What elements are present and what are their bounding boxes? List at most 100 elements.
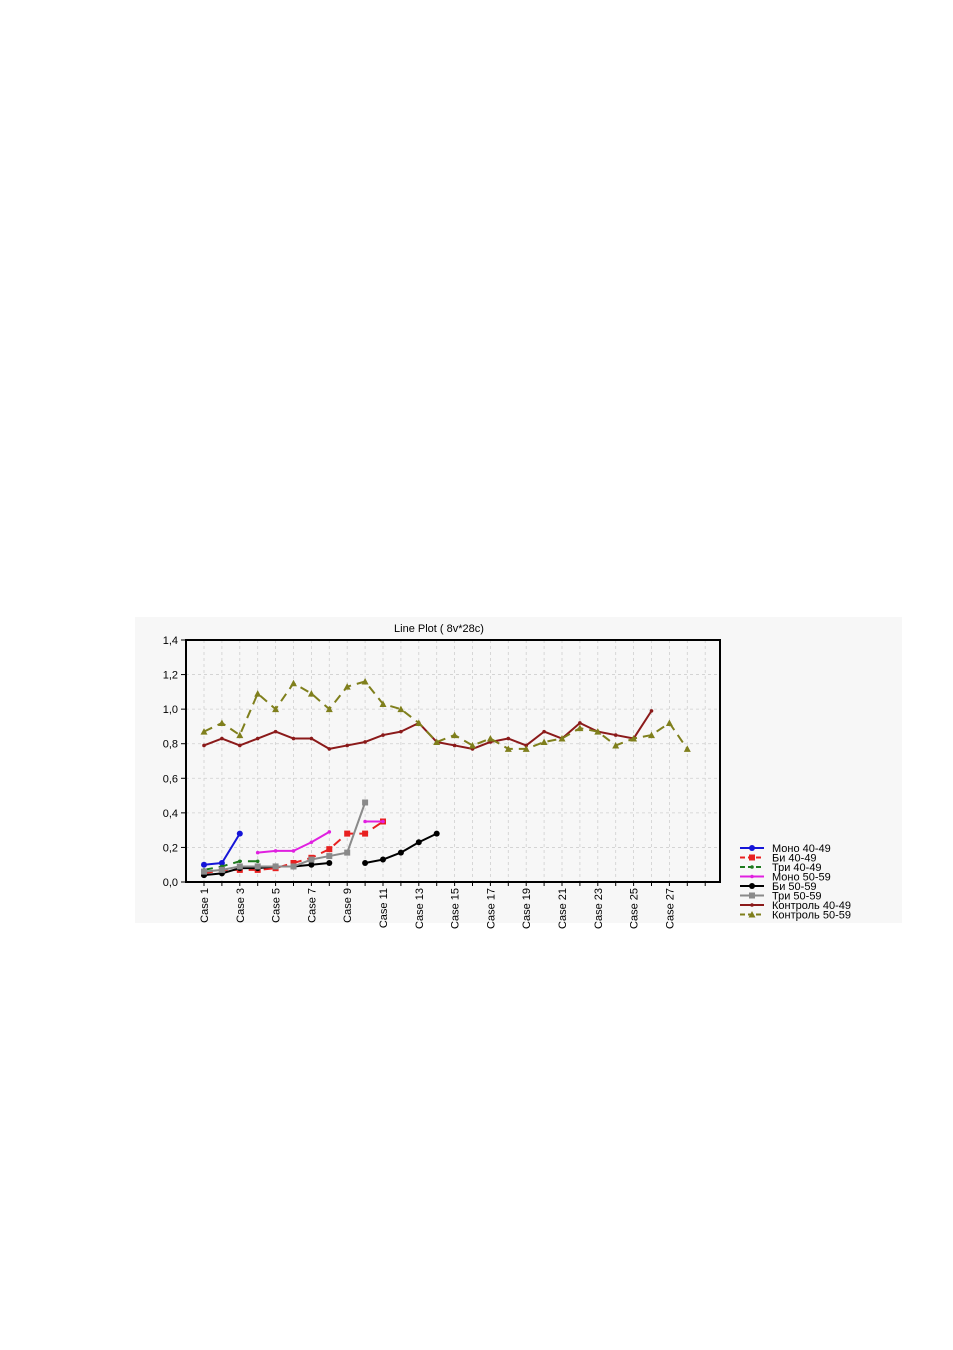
series-marker	[326, 859, 333, 866]
series-marker	[272, 863, 279, 870]
series-marker	[613, 733, 618, 737]
series-marker	[255, 736, 260, 741]
x-tick-label: Case 3	[235, 888, 247, 923]
legend-label: Би 40-49	[772, 853, 817, 865]
series-marker	[238, 743, 242, 748]
series-marker	[218, 866, 225, 873]
legend-label: Контроль 50-59	[772, 910, 851, 922]
series-group	[201, 799, 369, 875]
legend-label: Три 50-59	[772, 891, 822, 903]
series-marker	[309, 840, 314, 845]
series-marker	[291, 736, 296, 741]
y-tick-label: 0,4	[163, 808, 178, 820]
series-marker	[542, 729, 546, 734]
series-marker	[649, 709, 654, 713]
series-marker	[344, 849, 351, 856]
series-marker	[361, 677, 369, 685]
series-marker	[399, 729, 403, 734]
series-marker	[255, 850, 260, 855]
series-marker	[397, 849, 404, 856]
series-marker	[343, 683, 351, 690]
series-marker	[750, 865, 754, 869]
series-marker	[540, 738, 548, 745]
series-marker	[326, 846, 333, 853]
series-marker	[201, 868, 207, 875]
series-marker	[433, 738, 441, 745]
series-marker	[749, 892, 755, 899]
series-marker	[238, 859, 242, 864]
grid-lines	[186, 640, 720, 882]
series-marker	[362, 799, 369, 806]
series-line	[203, 802, 367, 873]
x-tick-label: Case 1	[199, 888, 211, 923]
series-marker	[630, 735, 638, 742]
series-marker	[363, 740, 367, 744]
x-tick-label: Case 25	[629, 888, 641, 929]
series-marker	[506, 736, 511, 741]
series-marker	[749, 845, 755, 851]
series-marker	[750, 874, 754, 879]
series-marker	[381, 733, 385, 737]
series-marker	[290, 863, 297, 870]
chart-title: Line Plot ( 8v*28c)	[394, 623, 484, 635]
series-group	[200, 677, 691, 752]
x-tick-label: Case 7	[306, 888, 318, 923]
series-marker	[255, 859, 260, 864]
legend-label: Моно 50-59	[772, 872, 831, 884]
series-marker	[290, 859, 297, 866]
series-marker	[665, 719, 673, 726]
series-marker	[504, 745, 512, 752]
series-marker	[362, 859, 369, 866]
series-marker	[220, 736, 224, 741]
series-marker	[451, 731, 459, 739]
axes: 0,0 0,2 0,4 0,6 0,8 1,0 1,2 1,4 Case 1 Case 3 Case…	[163, 635, 706, 929]
series-marker	[290, 679, 297, 687]
series-marker	[344, 830, 351, 837]
series-marker	[236, 830, 243, 837]
series-marker	[750, 903, 754, 907]
series-marker	[748, 911, 756, 918]
series-marker	[415, 719, 423, 726]
series-marker	[218, 859, 225, 866]
series-marker	[345, 743, 350, 748]
series-marker	[200, 728, 208, 735]
x-tick-label: Case 11	[378, 888, 390, 928]
y-tick-label: 0,2	[163, 842, 178, 854]
series-marker	[452, 743, 457, 748]
chart-panel-background	[135, 617, 902, 923]
series-marker	[327, 747, 332, 751]
series-marker	[612, 741, 620, 749]
series-marker	[325, 705, 333, 713]
series-marker	[397, 705, 405, 713]
series-marker	[433, 830, 440, 837]
series-marker	[362, 830, 369, 837]
y-tick-label: 0,6	[163, 773, 178, 785]
legend-label: Контроль 40-49	[772, 900, 851, 912]
series-marker	[273, 729, 278, 734]
series-marker	[578, 721, 582, 725]
series-marker	[683, 745, 691, 752]
series-marker	[201, 861, 207, 868]
series-marker	[291, 849, 296, 853]
series-marker	[594, 728, 602, 735]
series-marker	[469, 741, 476, 749]
series-group	[255, 819, 385, 855]
series-line	[203, 680, 689, 750]
x-tick-label: Case 21	[557, 888, 569, 929]
legend-label: Моно 40-49	[772, 843, 831, 855]
series-marker	[254, 690, 262, 697]
y-tick-label: 0,8	[163, 739, 178, 751]
series-group	[201, 830, 243, 868]
series-line	[203, 860, 258, 871]
series-marker	[522, 745, 530, 752]
series-marker	[363, 819, 367, 824]
series-marker	[236, 731, 244, 739]
series-marker	[576, 724, 584, 732]
series-marker	[381, 819, 385, 824]
y-tick-label: 1,2	[163, 670, 178, 682]
plot-area-frame	[185, 639, 721, 883]
legend-label: Три 40-49	[772, 862, 822, 874]
series-marker	[558, 735, 566, 742]
